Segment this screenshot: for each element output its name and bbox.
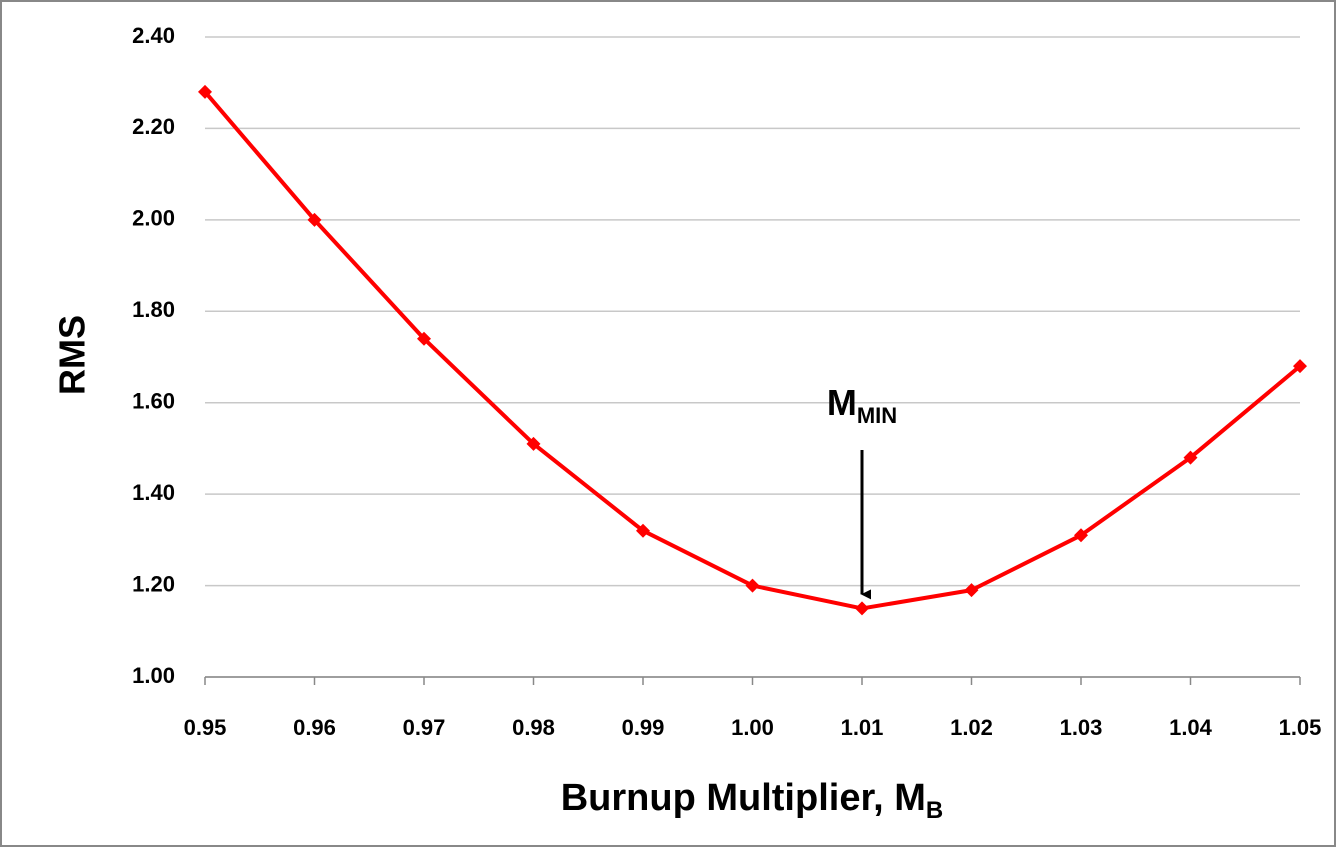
x-tick-label: 0.96 bbox=[293, 715, 336, 740]
x-tick-label: 1.04 bbox=[1169, 715, 1213, 740]
y-tick-label: 2.40 bbox=[132, 23, 175, 48]
marker bbox=[417, 331, 431, 346]
y-tick-label: 1.60 bbox=[132, 389, 175, 414]
marker bbox=[1293, 359, 1307, 374]
x-axis-label-text: Burnup Multiplier, M bbox=[561, 777, 926, 819]
x-tick-label: 0.97 bbox=[403, 715, 446, 740]
marker bbox=[636, 523, 650, 538]
annotation: MMIN bbox=[827, 382, 897, 428]
y-tick-label: 1.00 bbox=[132, 663, 175, 688]
x-axis-label: Burnup Multiplier, MB bbox=[561, 777, 944, 824]
marker bbox=[1074, 528, 1088, 543]
y-tick-label: 2.20 bbox=[132, 114, 175, 139]
x-tick-label: 0.95 bbox=[184, 715, 227, 740]
annotation-text: M bbox=[827, 382, 857, 423]
annotation-subscript: MIN bbox=[857, 403, 897, 428]
y-tick-label: 1.40 bbox=[132, 480, 175, 505]
y-axis-label: RMS bbox=[52, 315, 93, 395]
x-axis-label-subscript: B bbox=[926, 797, 943, 824]
marker bbox=[198, 84, 212, 99]
y-tick-label: 2.00 bbox=[132, 206, 175, 231]
marker bbox=[307, 212, 322, 227]
marker bbox=[745, 578, 760, 593]
marker bbox=[526, 436, 541, 451]
y-tick-label: 1.80 bbox=[132, 297, 175, 322]
marker bbox=[855, 601, 869, 616]
marker bbox=[964, 583, 979, 598]
x-tick-label: 1.03 bbox=[1060, 715, 1103, 740]
marker bbox=[1183, 450, 1198, 465]
x-tick-label: 0.98 bbox=[512, 715, 555, 740]
y-tick-label: 1.20 bbox=[132, 571, 175, 596]
x-tick-label: 0.99 bbox=[622, 715, 665, 740]
x-tick-label: 1.01 bbox=[841, 715, 884, 740]
x-tick-label: 1.05 bbox=[1279, 715, 1322, 740]
x-tick-label: 1.00 bbox=[731, 715, 774, 740]
x-tick-label: 1.02 bbox=[950, 715, 993, 740]
